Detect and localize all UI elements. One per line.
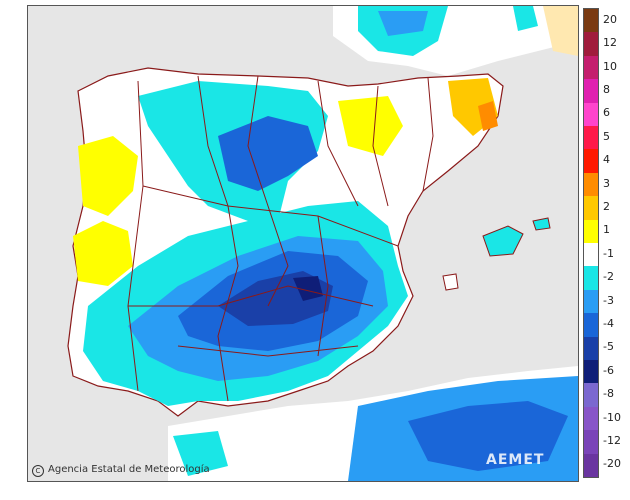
legend-swatch	[584, 55, 598, 80]
legend-swatch	[584, 219, 598, 243]
legend-label: 3	[603, 176, 610, 190]
region-borders	[127, 75, 434, 402]
legend-label: -4	[603, 316, 614, 330]
legend-label: 5	[603, 129, 610, 143]
legend-label: -12	[603, 433, 621, 447]
anomaly-map	[27, 5, 579, 482]
legend-swatch	[584, 430, 598, 454]
agency-credit-text: Agencia Estatal de Meteorología	[48, 464, 210, 475]
legend-swatch	[584, 453, 598, 477]
legend-label: 1	[603, 223, 610, 237]
legend-label: -2	[603, 270, 614, 284]
legend-label: 8	[603, 82, 610, 96]
france-cyan-patch	[513, 6, 538, 31]
catalonia-hot-spot	[478, 101, 498, 131]
mallorca-island	[482, 225, 524, 257]
legend-swatch	[584, 102, 598, 126]
aemet-watermark: AEMET	[486, 452, 545, 468]
aragon-warm-zone	[338, 96, 403, 156]
morocco-cold-cyan	[173, 431, 228, 476]
legend-swatch	[584, 126, 598, 150]
france-cold-blue	[378, 11, 428, 36]
legend-swatch	[584, 289, 598, 314]
legend-label: -8	[603, 387, 614, 401]
legend-swatch	[584, 196, 598, 220]
legend-label: -1	[603, 246, 614, 260]
legend-label: 12	[603, 36, 617, 50]
legend-swatch	[584, 172, 598, 197]
portugal-warm-zone	[73, 221, 133, 286]
legend-swatch	[584, 360, 598, 384]
map-canvas	[28, 6, 578, 481]
legend-label: 20	[603, 12, 617, 26]
extreme-cold-core	[293, 276, 323, 301]
legend-swatch	[584, 243, 598, 267]
legend-label: -5	[603, 340, 614, 354]
france-warm-patch	[543, 6, 578, 56]
menorca-island	[532, 217, 551, 231]
legend-swatch	[584, 266, 598, 290]
legend-label: 4	[603, 153, 610, 167]
legend-swatch	[584, 79, 598, 103]
legend-label: -3	[603, 293, 614, 307]
legend-label: -6	[603, 363, 614, 377]
galicia-warm-zone	[78, 136, 138, 216]
north-africa-deep-cold	[408, 401, 568, 471]
legend-label: -10	[603, 410, 621, 424]
agency-credit: C Agencia Estatal de Meteorología	[32, 464, 210, 477]
legend-swatch	[584, 383, 598, 407]
north-deep-cold-zone	[218, 116, 318, 191]
legend-swatch	[584, 336, 598, 360]
legend-swatch	[584, 313, 598, 337]
legend-label: -20	[603, 457, 621, 471]
ibiza-island	[442, 273, 459, 291]
copyright-icon: C	[32, 465, 44, 477]
legend-label: 2	[603, 199, 610, 213]
legend-swatch	[584, 9, 598, 33]
legend-swatch	[584, 406, 598, 431]
legend-swatch	[584, 149, 598, 173]
legend-label: 6	[603, 106, 610, 120]
color-legend	[583, 8, 599, 478]
legend-label: 10	[603, 59, 617, 73]
legend-swatch	[584, 32, 598, 56]
